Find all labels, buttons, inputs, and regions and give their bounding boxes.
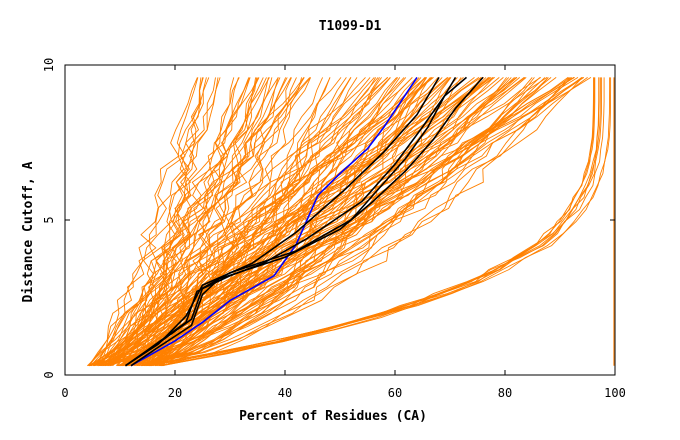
model-curve xyxy=(109,77,281,367)
model-curve xyxy=(127,77,571,367)
model-curve xyxy=(146,77,204,366)
x-tick-label: 40 xyxy=(278,386,292,400)
model-curve xyxy=(100,77,311,366)
model-curve xyxy=(128,77,583,367)
model-curve xyxy=(92,77,542,367)
model-curve xyxy=(87,77,426,367)
x-tick-label: 0 xyxy=(61,386,68,400)
model-curve xyxy=(99,77,198,366)
model-curve xyxy=(104,77,366,366)
model-curve xyxy=(160,77,611,367)
model-curve xyxy=(129,77,535,367)
model-curve xyxy=(154,77,331,367)
model-curve xyxy=(104,77,267,366)
model-curve xyxy=(98,77,427,367)
model-curve xyxy=(150,77,612,367)
x-tick-label: 80 xyxy=(498,386,512,400)
chart-title: T1099-D1 xyxy=(319,19,382,34)
model-curve xyxy=(109,77,399,367)
model-curve xyxy=(112,77,490,366)
model-curve xyxy=(117,77,575,367)
model-curve xyxy=(120,77,428,367)
model-curve xyxy=(153,77,235,366)
highlight-curve-black xyxy=(125,76,440,367)
highlight-curves xyxy=(125,76,484,367)
model-curve xyxy=(147,77,584,367)
model-curve xyxy=(89,77,489,367)
model-curve xyxy=(93,77,264,367)
x-tick-label: 100 xyxy=(604,386,626,400)
highlight-curve-black xyxy=(130,76,484,367)
model-curve xyxy=(106,77,207,367)
model-curve xyxy=(140,77,426,367)
model-curve xyxy=(160,77,533,367)
model-curves xyxy=(87,77,615,367)
y-axis: 0 5 10 xyxy=(42,58,615,379)
model-curve xyxy=(116,77,495,367)
model-curve xyxy=(112,77,342,366)
model-curve xyxy=(152,77,585,367)
highlight-curve-black xyxy=(125,76,457,367)
model-curve xyxy=(142,77,462,367)
x-tick-label: 20 xyxy=(168,386,182,400)
model-curve xyxy=(87,77,210,366)
model-curve xyxy=(89,77,549,367)
model-curve xyxy=(111,77,251,366)
model-curve xyxy=(147,77,204,366)
model-curve xyxy=(159,77,601,367)
y-tick-label: 0 xyxy=(42,371,56,378)
model-curve xyxy=(118,77,579,367)
model-curve xyxy=(88,77,517,367)
model-curve xyxy=(98,77,219,367)
x-axis: 0 20 40 60 80 100 xyxy=(61,65,626,400)
model-curve xyxy=(141,77,603,367)
model-curve xyxy=(97,77,371,367)
model-curve xyxy=(159,77,517,367)
model-curve xyxy=(154,77,380,367)
model-curve xyxy=(148,77,596,367)
x-axis-label: Percent of Residues (CA) xyxy=(239,409,427,424)
model-curve xyxy=(122,77,269,367)
model-curve xyxy=(112,77,391,367)
model-curve xyxy=(115,77,482,367)
model-curve xyxy=(138,77,439,367)
y-tick-label: 5 xyxy=(42,216,56,223)
highlight-curve-blue xyxy=(130,76,418,367)
model-curve xyxy=(146,77,452,367)
model-curve xyxy=(90,77,251,367)
model-curve xyxy=(146,77,257,367)
model-curve xyxy=(110,77,221,366)
model-curve xyxy=(136,77,570,367)
model-curve xyxy=(141,77,250,366)
y-axis-label: Distance Cutoff, A xyxy=(21,161,36,302)
y-tick-label: 10 xyxy=(42,58,56,72)
x-tick-label: 60 xyxy=(388,386,402,400)
model-curve xyxy=(155,77,583,367)
model-curve xyxy=(127,77,202,366)
